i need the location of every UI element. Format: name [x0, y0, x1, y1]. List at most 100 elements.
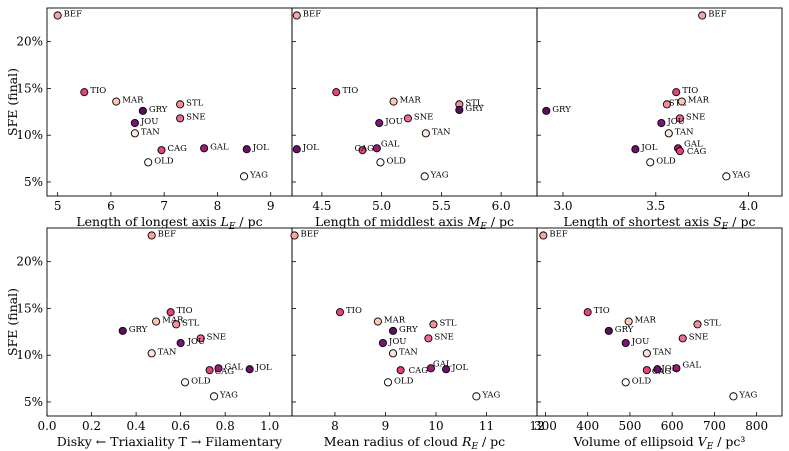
- point-sne: [675, 114, 684, 123]
- axes-frame: [536, 7, 783, 197]
- point-label: TAN: [675, 127, 694, 137]
- point-gal: [672, 364, 681, 373]
- point-label: GRY: [615, 325, 634, 335]
- point-gal: [372, 144, 381, 153]
- point-label: JOL: [252, 143, 269, 153]
- point-tan: [664, 129, 673, 138]
- point-label: BEF: [301, 229, 319, 239]
- x-tick-label: 4.0: [739, 199, 758, 213]
- point-jou: [378, 338, 387, 348]
- point-label: GRY: [552, 105, 571, 115]
- point-cag: [396, 366, 405, 375]
- point-label: TAN: [432, 127, 451, 137]
- x-tick-label: 12: [529, 419, 544, 433]
- point-gry: [542, 106, 551, 115]
- point-label: JOU: [140, 117, 159, 127]
- point-jou: [176, 338, 185, 348]
- point-cag: [358, 146, 367, 155]
- point-tio: [166, 308, 175, 317]
- point-label: TIO: [682, 86, 698, 96]
- point-sne: [424, 334, 433, 343]
- x-tick-label: 9: [382, 419, 390, 433]
- x-tick-label: 3.5: [646, 199, 665, 213]
- point-label: SNE: [686, 112, 705, 122]
- x-tick-label: 10: [428, 419, 443, 433]
- point-gal: [426, 364, 435, 373]
- point-label: GRY: [149, 105, 168, 115]
- point-label: JOU: [384, 117, 403, 127]
- y-tick-label: 10%: [16, 348, 43, 362]
- point-label: JOL: [255, 363, 272, 373]
- point-label: JOL: [660, 364, 677, 374]
- point-label: OLD: [386, 156, 406, 166]
- y-tick-label: 15%: [16, 81, 43, 95]
- point-bef: [147, 231, 156, 240]
- x-tick-label: 1.0: [260, 419, 279, 433]
- x-axis-label: Mean radius of cloud RE / pc: [324, 434, 505, 451]
- point-gry: [455, 105, 464, 115]
- point-label: MAR: [688, 96, 710, 106]
- point-label: CAG: [409, 366, 429, 376]
- point-tan: [147, 349, 156, 358]
- point-label: YAG: [249, 170, 268, 180]
- point-label: MAR: [384, 316, 406, 326]
- point-bef: [698, 11, 707, 20]
- point-label: BEF: [708, 9, 726, 19]
- point-tio: [80, 88, 89, 97]
- point-cag: [205, 366, 214, 375]
- point-jol: [442, 365, 451, 374]
- point-label: BEF: [158, 229, 176, 239]
- x-tick-label: 8: [214, 199, 222, 213]
- point-old: [144, 158, 153, 167]
- point-label: TAN: [399, 347, 418, 357]
- point-label: GRY: [129, 325, 148, 335]
- point-label: SNE: [689, 332, 708, 342]
- point-gal: [214, 364, 223, 373]
- point-label: BEF: [64, 9, 82, 19]
- point-label: JOL: [451, 363, 468, 373]
- x-tick-label: 800: [745, 419, 768, 433]
- point-gry: [604, 326, 613, 335]
- point-label: YAG: [219, 390, 238, 400]
- point-tan: [130, 129, 139, 138]
- point-label: STL: [182, 318, 199, 328]
- point-bef: [290, 231, 299, 240]
- x-axis-label: Disky ← Triaxiality T → Filamentary: [57, 434, 283, 449]
- point-yag: [722, 172, 731, 181]
- point-old: [621, 378, 630, 387]
- point-label: JOU: [187, 337, 206, 347]
- x-tick-label: 500: [618, 419, 641, 433]
- point-label: STL: [465, 98, 482, 108]
- point-label: OLD: [154, 156, 174, 166]
- x-tick-label: 700: [703, 419, 726, 433]
- point-label: STL: [186, 98, 203, 108]
- point-label: GAL: [433, 359, 452, 369]
- point-bef: [53, 11, 62, 20]
- axes-frame: [536, 227, 783, 417]
- point-old: [646, 158, 655, 167]
- y-axis-label: SFE (final): [5, 288, 20, 356]
- x-tick-label: 0.0: [37, 419, 56, 433]
- point-label: OLD: [394, 376, 414, 386]
- point-tan: [642, 349, 651, 358]
- point-stl: [176, 100, 185, 109]
- x-tick-label: 5.5: [432, 199, 451, 213]
- x-tick-label: 6: [107, 199, 115, 213]
- point-cag: [157, 146, 166, 155]
- axes-frame: [46, 7, 293, 197]
- point-gry: [388, 326, 398, 335]
- x-tick-label: 11: [479, 419, 494, 433]
- x-tick-label: 300: [534, 419, 557, 433]
- point-mar: [373, 317, 382, 326]
- point-label: JOL: [302, 143, 319, 153]
- point-label: GAL: [210, 142, 229, 152]
- point-sne: [403, 114, 412, 123]
- point-label: JOL: [640, 143, 657, 153]
- y-tick-label: 5%: [24, 175, 43, 189]
- point-label: CAG: [652, 367, 672, 377]
- point-label: GAL: [381, 139, 400, 149]
- point-cag: [642, 366, 651, 375]
